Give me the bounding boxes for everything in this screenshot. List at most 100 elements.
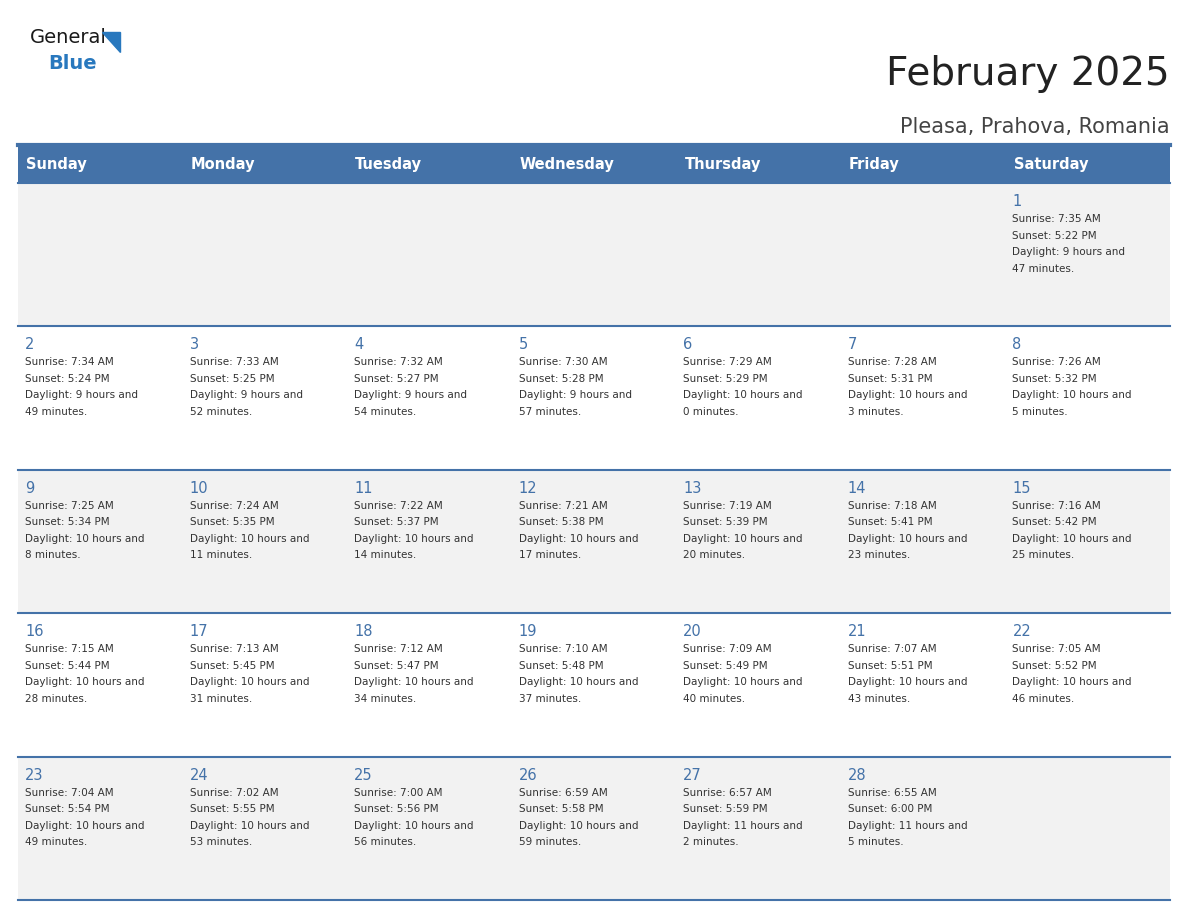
Text: 49 minutes.: 49 minutes. <box>25 837 87 847</box>
FancyBboxPatch shape <box>841 470 1005 613</box>
Text: Sunrise: 7:26 AM: Sunrise: 7:26 AM <box>1012 357 1101 367</box>
Text: 9: 9 <box>25 481 34 496</box>
Text: 2: 2 <box>25 338 34 353</box>
FancyBboxPatch shape <box>1005 145 1170 183</box>
Text: 37 minutes.: 37 minutes. <box>519 694 581 704</box>
Text: Daylight: 10 hours and: Daylight: 10 hours and <box>190 677 309 688</box>
Text: 5 minutes.: 5 minutes. <box>848 837 904 847</box>
FancyBboxPatch shape <box>676 183 841 327</box>
Text: Sunset: 5:27 PM: Sunset: 5:27 PM <box>354 374 438 384</box>
FancyBboxPatch shape <box>18 145 183 183</box>
Text: Daylight: 10 hours and: Daylight: 10 hours and <box>1012 390 1132 400</box>
Text: 54 minutes.: 54 minutes. <box>354 407 416 417</box>
Text: Sunset: 5:22 PM: Sunset: 5:22 PM <box>1012 230 1097 241</box>
Text: Sunset: 5:51 PM: Sunset: 5:51 PM <box>848 661 933 671</box>
FancyBboxPatch shape <box>841 145 1005 183</box>
Text: Sunrise: 7:29 AM: Sunrise: 7:29 AM <box>683 357 772 367</box>
Text: 16: 16 <box>25 624 44 639</box>
Text: Daylight: 10 hours and: Daylight: 10 hours and <box>25 533 145 543</box>
FancyBboxPatch shape <box>512 145 676 183</box>
FancyBboxPatch shape <box>512 613 676 756</box>
Text: Sunrise: 7:09 AM: Sunrise: 7:09 AM <box>683 644 772 655</box>
Text: Daylight: 10 hours and: Daylight: 10 hours and <box>354 533 474 543</box>
Text: Sunset: 5:58 PM: Sunset: 5:58 PM <box>519 804 604 814</box>
Text: Sunset: 5:45 PM: Sunset: 5:45 PM <box>190 661 274 671</box>
Text: Sunset: 5:31 PM: Sunset: 5:31 PM <box>848 374 933 384</box>
Text: Sunrise: 7:19 AM: Sunrise: 7:19 AM <box>683 501 772 510</box>
Text: 11 minutes.: 11 minutes. <box>190 550 252 560</box>
FancyBboxPatch shape <box>183 145 347 183</box>
Text: Sunrise: 7:24 AM: Sunrise: 7:24 AM <box>190 501 278 510</box>
FancyBboxPatch shape <box>676 470 841 613</box>
Text: Saturday: Saturday <box>1013 156 1088 172</box>
Text: 8: 8 <box>1012 338 1022 353</box>
Text: 5 minutes.: 5 minutes. <box>1012 407 1068 417</box>
Text: 20 minutes.: 20 minutes. <box>683 550 745 560</box>
Text: Sunrise: 7:28 AM: Sunrise: 7:28 AM <box>848 357 936 367</box>
Text: 10: 10 <box>190 481 208 496</box>
Text: Sunrise: 7:00 AM: Sunrise: 7:00 AM <box>354 788 443 798</box>
FancyBboxPatch shape <box>183 613 347 756</box>
Text: Pleasa, Prahova, Romania: Pleasa, Prahova, Romania <box>901 117 1170 137</box>
FancyBboxPatch shape <box>18 613 183 756</box>
Text: 0 minutes.: 0 minutes. <box>683 407 739 417</box>
Text: Daylight: 10 hours and: Daylight: 10 hours and <box>190 821 309 831</box>
Text: 19: 19 <box>519 624 537 639</box>
Text: Sunrise: 7:05 AM: Sunrise: 7:05 AM <box>1012 644 1101 655</box>
Text: Sunrise: 7:25 AM: Sunrise: 7:25 AM <box>25 501 114 510</box>
Text: 25: 25 <box>354 767 373 783</box>
Polygon shape <box>102 32 120 52</box>
Text: 15: 15 <box>1012 481 1031 496</box>
Text: Sunday: Sunday <box>26 156 87 172</box>
Text: 43 minutes.: 43 minutes. <box>848 694 910 704</box>
Text: 28: 28 <box>848 767 866 783</box>
Text: Sunrise: 7:02 AM: Sunrise: 7:02 AM <box>190 788 278 798</box>
Text: Tuesday: Tuesday <box>355 156 423 172</box>
Text: Sunset: 5:55 PM: Sunset: 5:55 PM <box>190 804 274 814</box>
Text: 21: 21 <box>848 624 866 639</box>
FancyBboxPatch shape <box>1005 756 1170 900</box>
Text: Sunset: 5:48 PM: Sunset: 5:48 PM <box>519 661 604 671</box>
FancyBboxPatch shape <box>512 327 676 470</box>
Text: Daylight: 10 hours and: Daylight: 10 hours and <box>848 390 967 400</box>
Text: Sunset: 5:35 PM: Sunset: 5:35 PM <box>190 518 274 527</box>
Text: 40 minutes.: 40 minutes. <box>683 694 745 704</box>
FancyBboxPatch shape <box>1005 183 1170 327</box>
Text: Sunset: 5:44 PM: Sunset: 5:44 PM <box>25 661 109 671</box>
Text: Sunrise: 7:18 AM: Sunrise: 7:18 AM <box>848 501 936 510</box>
Text: General: General <box>30 28 107 47</box>
FancyBboxPatch shape <box>347 145 512 183</box>
FancyBboxPatch shape <box>347 183 512 327</box>
Text: 24: 24 <box>190 767 208 783</box>
Text: 47 minutes.: 47 minutes. <box>1012 263 1075 274</box>
FancyBboxPatch shape <box>676 613 841 756</box>
Text: Wednesday: Wednesday <box>520 156 614 172</box>
FancyBboxPatch shape <box>1005 327 1170 470</box>
FancyBboxPatch shape <box>841 183 1005 327</box>
Text: 14: 14 <box>848 481 866 496</box>
Text: 3: 3 <box>190 338 198 353</box>
Text: Sunset: 5:37 PM: Sunset: 5:37 PM <box>354 518 438 527</box>
Text: Daylight: 10 hours and: Daylight: 10 hours and <box>354 821 474 831</box>
FancyBboxPatch shape <box>676 327 841 470</box>
Text: 34 minutes.: 34 minutes. <box>354 694 416 704</box>
FancyBboxPatch shape <box>841 613 1005 756</box>
Text: Daylight: 10 hours and: Daylight: 10 hours and <box>1012 677 1132 688</box>
Text: Daylight: 10 hours and: Daylight: 10 hours and <box>519 821 638 831</box>
Text: Blue: Blue <box>48 54 96 73</box>
FancyBboxPatch shape <box>347 470 512 613</box>
Text: Sunset: 5:24 PM: Sunset: 5:24 PM <box>25 374 109 384</box>
Text: 4: 4 <box>354 338 364 353</box>
Text: Daylight: 11 hours and: Daylight: 11 hours and <box>848 821 967 831</box>
Text: Friday: Friday <box>849 156 899 172</box>
Text: Daylight: 10 hours and: Daylight: 10 hours and <box>848 533 967 543</box>
Text: Sunset: 5:34 PM: Sunset: 5:34 PM <box>25 518 109 527</box>
Text: Sunset: 5:42 PM: Sunset: 5:42 PM <box>1012 518 1097 527</box>
FancyBboxPatch shape <box>1005 470 1170 613</box>
Text: Sunrise: 7:04 AM: Sunrise: 7:04 AM <box>25 788 114 798</box>
FancyBboxPatch shape <box>183 756 347 900</box>
Text: 57 minutes.: 57 minutes. <box>519 407 581 417</box>
Text: 1: 1 <box>1012 194 1022 209</box>
Text: Sunrise: 7:21 AM: Sunrise: 7:21 AM <box>519 501 607 510</box>
Text: Sunrise: 7:15 AM: Sunrise: 7:15 AM <box>25 644 114 655</box>
